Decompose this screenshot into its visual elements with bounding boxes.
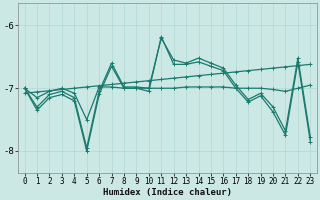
X-axis label: Humidex (Indice chaleur): Humidex (Indice chaleur) [103, 188, 232, 197]
